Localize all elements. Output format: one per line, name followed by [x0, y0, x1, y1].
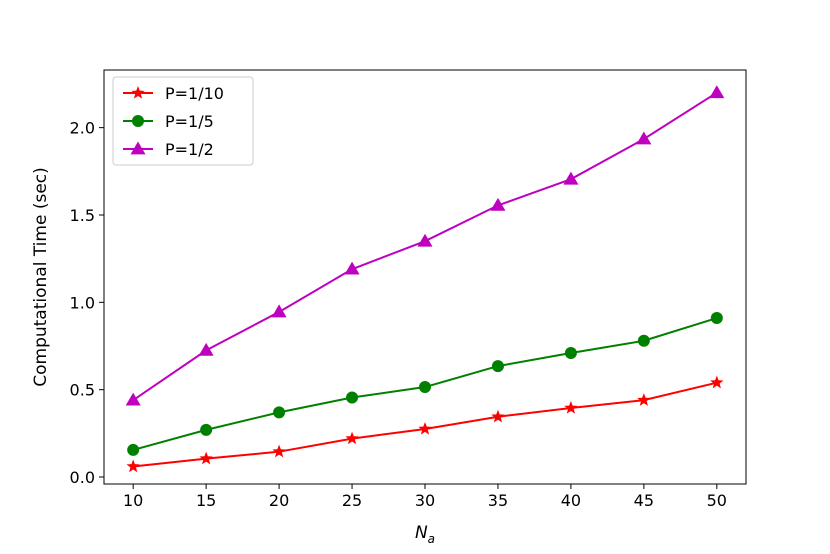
data-point: [200, 423, 213, 436]
data-point: [491, 409, 505, 423]
data-point: [418, 421, 432, 435]
data-point: [564, 346, 577, 359]
y-tick-label: 2.0: [70, 119, 95, 138]
x-axis-label-subscript: a: [428, 532, 435, 546]
data-point: [198, 342, 214, 356]
series-1: [126, 375, 724, 473]
legend-marker: [131, 86, 145, 99]
data-point: [344, 261, 360, 275]
legend-marker: [130, 141, 146, 155]
x-axis-label: Na: [415, 523, 435, 546]
legend-label: P=1/10: [165, 84, 224, 103]
data-point: [710, 375, 724, 389]
y-tick-label: 1.5: [70, 206, 95, 225]
x-tick-label: 10: [123, 491, 143, 510]
data-point: [127, 443, 140, 456]
legend-label: P=1/2: [165, 140, 214, 159]
y-axis: 0.0 0.5 1.0 1.5 2.0: [70, 119, 104, 487]
series-3: [125, 85, 725, 406]
y-axis-label: Computational Time (sec): [31, 167, 51, 387]
y-tick-label: 0.5: [70, 381, 95, 400]
data-point: [199, 451, 213, 465]
data-point: [637, 393, 651, 406]
x-axis-label-main: N: [415, 523, 428, 543]
x-tick-label: 40: [561, 491, 581, 510]
data-point: [126, 459, 140, 473]
data-point: [271, 304, 287, 318]
data-point: [345, 431, 359, 445]
legend-item: P=1/2: [123, 140, 214, 159]
x-tick-label: 30: [415, 491, 435, 510]
x-tick-label: 25: [342, 491, 362, 510]
x-tick-label: 20: [269, 491, 289, 510]
x-tick-label: 35: [488, 491, 508, 510]
legend-item: P=1/10: [123, 84, 224, 103]
data-point: [272, 444, 286, 458]
data-point: [710, 312, 723, 325]
data-point: [417, 233, 433, 247]
plot-area: [125, 85, 725, 473]
data-point: [125, 392, 141, 406]
legend-box: [112, 76, 254, 166]
x-tick-label: 45: [634, 491, 654, 510]
legend: P=1/10 P=1/5 P=1/2: [112, 76, 254, 166]
data-point: [709, 85, 725, 99]
legend-marker: [132, 115, 144, 127]
y-tick-label: 1.0: [70, 293, 95, 312]
x-tick-label: 50: [707, 491, 727, 510]
data-point: [637, 334, 650, 347]
legend-label: P=1/5: [165, 112, 214, 131]
series-2: [127, 312, 723, 456]
y-tick-label: 0.0: [70, 468, 95, 487]
x-axis: 10 15 20 25 30 35 40 45 50: [123, 484, 727, 510]
data-point: [346, 391, 359, 404]
data-point: [419, 381, 431, 394]
data-point: [564, 401, 578, 414]
data-point: [636, 131, 652, 145]
data-point: [563, 171, 579, 185]
legend-item: P=1/5: [123, 112, 214, 131]
data-point: [491, 360, 504, 373]
data-point: [490, 197, 506, 211]
data-point: [273, 406, 286, 419]
x-tick-label: 15: [196, 491, 216, 510]
